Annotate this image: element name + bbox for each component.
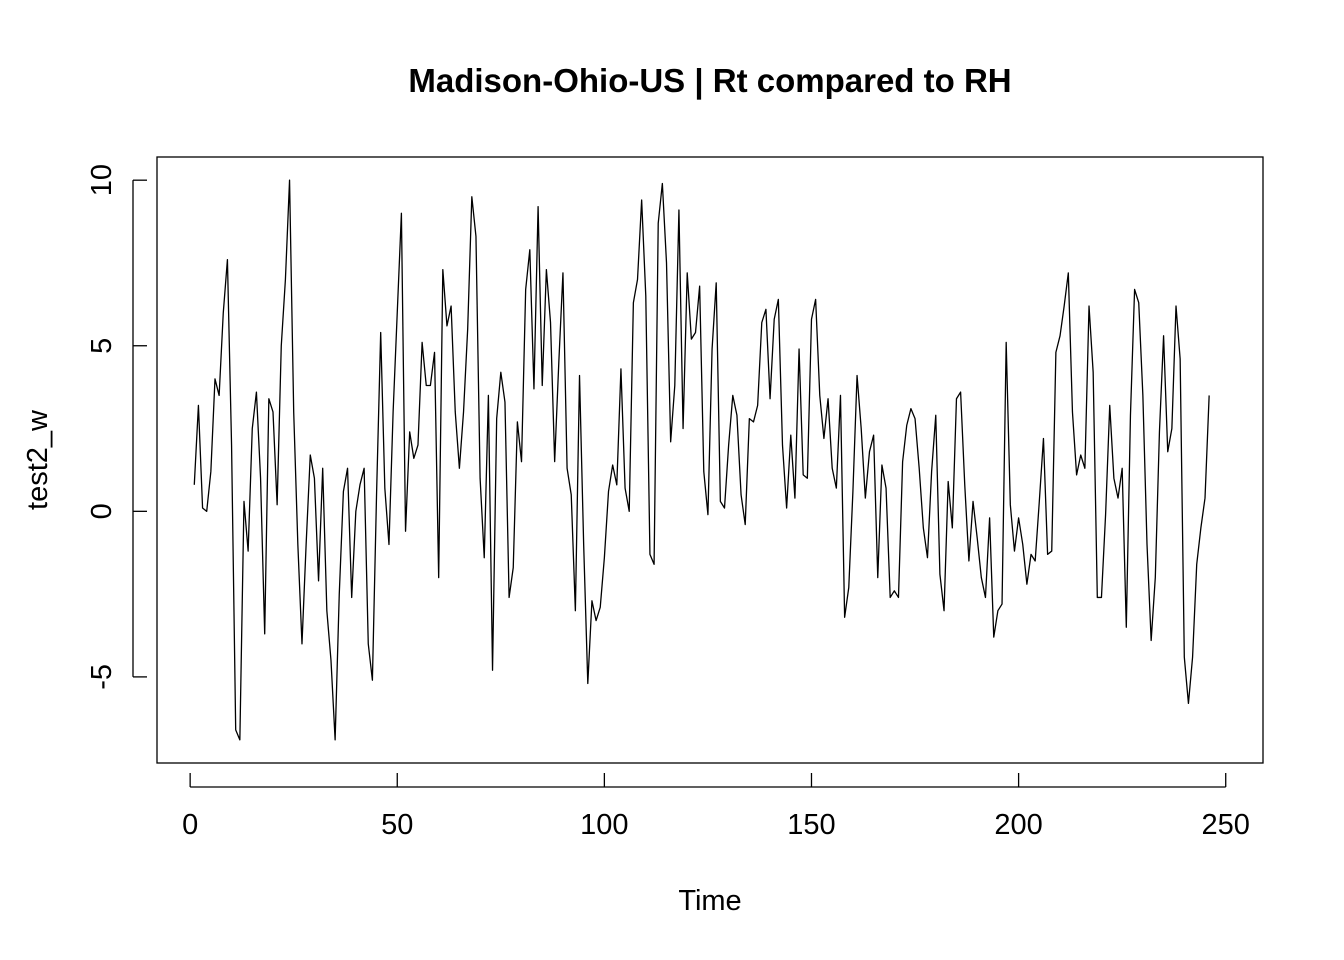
y-axis: -5 0 5 10: [86, 164, 147, 690]
x-axis-label: Time: [678, 885, 741, 917]
y-tick-label: 5: [86, 338, 118, 354]
y-tick-label: 10: [86, 164, 118, 196]
x-tick-label: 200: [994, 809, 1042, 841]
y-tick-label: 0: [86, 503, 118, 519]
series-line: [193, 179, 1210, 741]
y-axis-label: test2_w: [22, 409, 54, 510]
x-tick-label: 150: [787, 809, 835, 841]
x-tick-label: 0: [182, 809, 198, 841]
x-tick-label: 100: [580, 809, 628, 841]
x-tick-label: 250: [1202, 809, 1250, 841]
y-tick-label: -5: [86, 664, 118, 690]
plot-area: [156, 156, 1264, 764]
x-axis: 0 50 100 150 200 250: [182, 773, 1250, 841]
x-tick-label: 50: [381, 809, 413, 841]
chart-title: Madison-Ohio-US | Rt compared to RH: [408, 62, 1011, 99]
